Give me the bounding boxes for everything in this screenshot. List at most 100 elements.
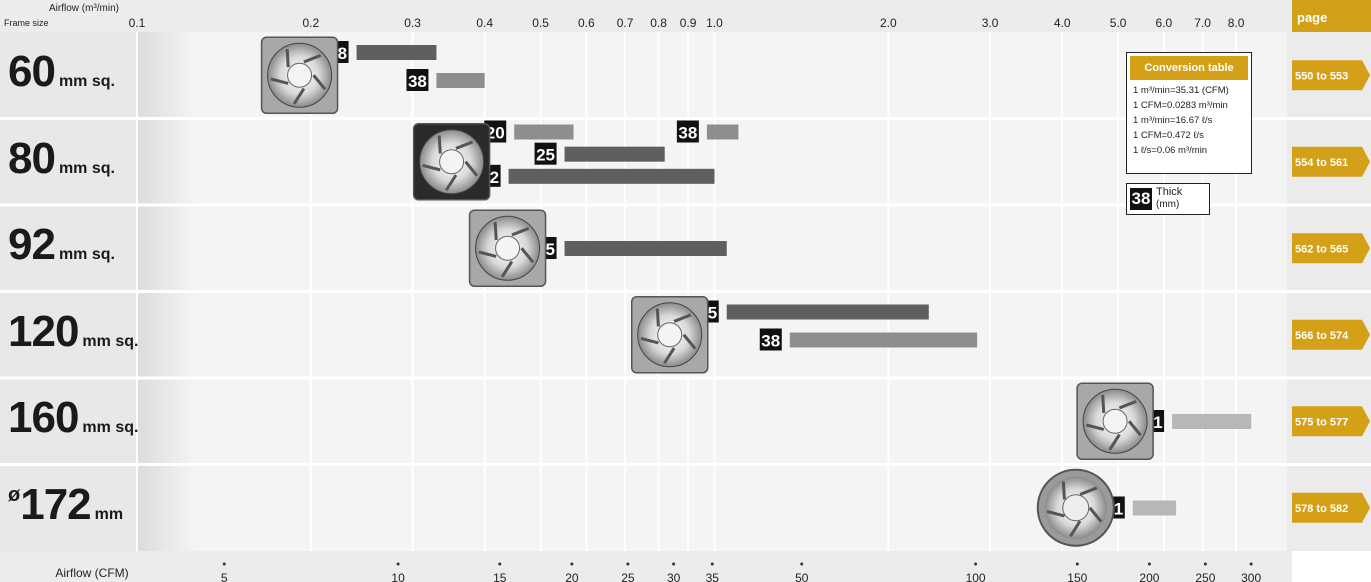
fan-blade — [1046, 510, 1065, 518]
airflow-range-bar — [789, 332, 978, 348]
fan-blade — [493, 221, 498, 241]
bottom-tick-label: 10 — [391, 571, 405, 582]
page-range-label: 578 to 582 — [1295, 503, 1348, 515]
frame-size-unit: mm sq. — [58, 73, 115, 91]
conversion-line: 1 CFM=0.472 ℓ/s — [1133, 130, 1204, 141]
fan-blade — [422, 164, 441, 172]
frame-size-label: 60 mm sq. — [8, 47, 115, 97]
fan-blade — [682, 333, 697, 350]
bottom-tick-dot — [800, 562, 804, 566]
bottom-tick-label: 50 — [795, 571, 809, 582]
frame-size-label: 92 mm sq. — [8, 220, 115, 270]
bottom-tick-dot — [570, 562, 574, 566]
legend-text: Thick — [1156, 186, 1183, 198]
fan-120-image — [630, 296, 709, 374]
frame-size-label: 80 mm sq. — [8, 134, 115, 184]
fan-80-image — [412, 123, 491, 201]
fan-172-image — [1036, 468, 1115, 547]
fan-blade — [1108, 433, 1121, 451]
airflow-range-bar — [726, 304, 929, 320]
page-range-label: 562 to 565 — [1295, 243, 1348, 255]
frame-size-number: 172 — [20, 479, 91, 529]
fan-blade — [673, 313, 692, 323]
thickness-badge: 20 — [486, 124, 505, 143]
thickness-badge-bg — [759, 328, 782, 351]
page-arrow-tab — [1292, 146, 1370, 177]
fan-blade — [437, 135, 442, 154]
bottom-tick-dot — [626, 562, 630, 566]
fan-blade — [478, 250, 497, 258]
top-tick-label: 0.6 — [578, 16, 595, 30]
frame-size-unit: mm sq. — [58, 246, 115, 264]
frame-size-label: 120 mm sq. — [8, 307, 138, 357]
frame-size-number: 92 — [8, 220, 56, 270]
top-tick-label: 0.1 — [129, 16, 146, 30]
airflow-range-bar — [706, 124, 739, 140]
top-tick-label: 0.7 — [617, 16, 634, 30]
top-axis-title: Airflow (m³/min) — [49, 3, 119, 14]
frame-size-number: 160 — [8, 393, 79, 443]
frame-size-label: Frame size — [4, 18, 49, 28]
bottom-tick-dot — [974, 562, 978, 566]
top-tick-label: 5.0 — [1110, 16, 1127, 30]
bottom-tick-label: 150 — [1067, 571, 1087, 582]
airflow-range-bar — [564, 241, 727, 256]
fan-160-image — [1076, 382, 1154, 460]
top-tick-label: 0.5 — [532, 16, 549, 30]
fan-blade — [511, 226, 530, 237]
fan-60-image — [260, 36, 339, 114]
fan-blade — [1069, 520, 1082, 538]
bottom-tick-label: 200 — [1139, 571, 1159, 582]
bottom-tick-label: 25 — [621, 571, 635, 582]
top-tick-label: 0.3 — [404, 16, 421, 30]
frame-size-unit: mm — [94, 505, 124, 523]
thickness-badge: 38 — [408, 72, 427, 91]
bottom-tick-label: 15 — [493, 571, 507, 582]
conversion-line: 1 m³/min=35.31 (CFM) — [1133, 85, 1229, 96]
fan-blade — [303, 53, 322, 64]
airflow-range-bar — [508, 168, 715, 184]
bottom-tick-dot — [1147, 562, 1151, 566]
page-range-label: 575 to 577 — [1295, 416, 1348, 428]
fan-blade — [1127, 420, 1142, 437]
page-header: page — [1297, 10, 1327, 25]
airflow-range-bar — [356, 45, 437, 60]
bottom-tick-label: 35 — [706, 571, 720, 582]
frame-size-number: 120 — [8, 306, 79, 356]
page-header-bg — [1292, 0, 1371, 32]
top-tick-label: 8.0 — [1228, 16, 1245, 30]
thickness-badge: 38 — [761, 332, 780, 351]
top-axis-band — [0, 0, 1292, 32]
fan-blade — [1085, 423, 1105, 431]
page-arrow-tab — [1292, 406, 1370, 437]
fan-blade — [655, 308, 660, 327]
bottom-tick-label: 250 — [1195, 571, 1215, 582]
conversion-table-title: Conversion table — [1130, 56, 1248, 80]
top-tick-label: 0.8 — [650, 16, 667, 30]
bottom-tick-dot — [222, 562, 226, 566]
conversion-line: 1 CFM=0.0283 m³/min — [1133, 100, 1228, 111]
top-tick-label: 2.0 — [880, 16, 897, 30]
fan-blade — [464, 160, 479, 177]
bottom-tick-label: 100 — [966, 571, 986, 582]
page-arrow-tab — [1292, 233, 1370, 264]
frame-size-unit: mm sq. — [82, 419, 139, 437]
fan-blade — [444, 174, 458, 192]
fan-blade — [663, 347, 676, 365]
fan-blade — [285, 48, 290, 68]
page-arrow-tab — [1292, 492, 1370, 523]
thickness-legend: 38 Thick (mm) — [1126, 183, 1210, 215]
fan-blade — [520, 247, 535, 264]
page-arrow-tab — [1292, 60, 1370, 91]
fan-blade — [500, 260, 514, 278]
page-arrow-tab — [1292, 319, 1370, 350]
bottom-tick-dot — [498, 562, 502, 566]
bottom-tick-dot — [1249, 562, 1253, 566]
bottom-tick-dot — [396, 562, 400, 566]
top-tick-label: 3.0 — [982, 16, 999, 30]
fan-blade — [1101, 394, 1106, 414]
page-range-label: 566 to 574 — [1295, 330, 1349, 342]
fan-blade — [1061, 481, 1066, 500]
bottom-tick-dot — [710, 562, 714, 566]
